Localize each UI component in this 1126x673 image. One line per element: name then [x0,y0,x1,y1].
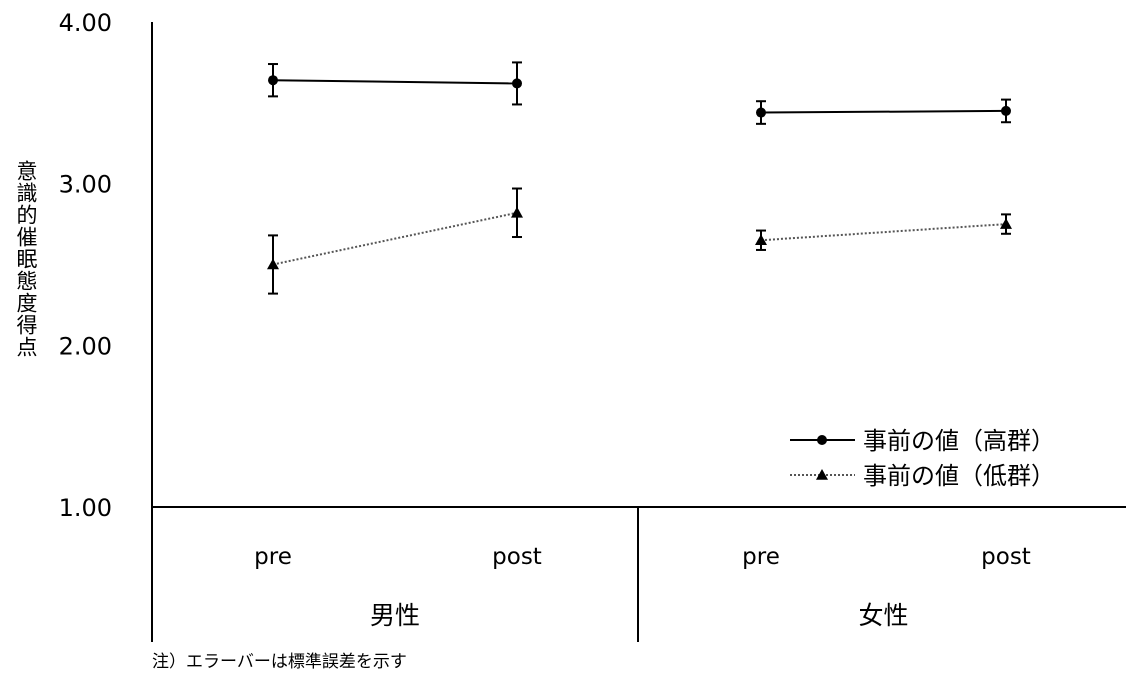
x-category-label: post [492,544,542,570]
series-2 [267,187,1012,295]
legend-label: 事前の値（高群） [863,427,1055,455]
y-tick-label: 3.00 [59,171,112,199]
data-point [1000,218,1012,229]
data-point [268,75,278,86]
data-point [267,258,279,270]
x-group-label: 女性 [858,601,908,630]
x-group-label: 男性 [370,601,420,630]
series-line [272,211,518,266]
axes [151,22,1126,642]
x-category-label: pre [742,544,780,570]
series-line [760,109,1007,114]
data-point [756,107,766,118]
data-point [755,234,767,246]
chart-note: 注）エラーバーは標準誤差を示す [152,652,407,672]
y-tick-labels: 1.00 2.00 3.00 4.00 [59,9,112,522]
data-point [1001,105,1011,116]
y-tick-label: 4.00 [59,9,112,37]
legend: 事前の値（高群） 事前の値（低群） [790,427,1055,490]
legend-marker [817,435,827,445]
legend-marker [816,469,828,480]
legend-item: 事前の値（低群） [790,462,1055,490]
x-category-label: post [981,544,1031,570]
legend-item: 事前の値（高群） [790,427,1055,455]
series-layer [267,61,1012,295]
y-tick-label: 1.00 [59,494,112,522]
data-point [511,206,523,218]
series-line [272,79,518,85]
series-line [760,223,1007,242]
series-1 [268,61,1011,125]
y-axis-label: 意識的催眠態度得点 [14,160,38,358]
x-category-label: pre [254,544,292,570]
data-point [512,78,522,89]
legend-label: 事前の値（低群） [863,462,1055,490]
y-tick-label: 2.00 [59,332,112,360]
category-labels: pre post 男性 pre post 女性 [254,544,1031,630]
